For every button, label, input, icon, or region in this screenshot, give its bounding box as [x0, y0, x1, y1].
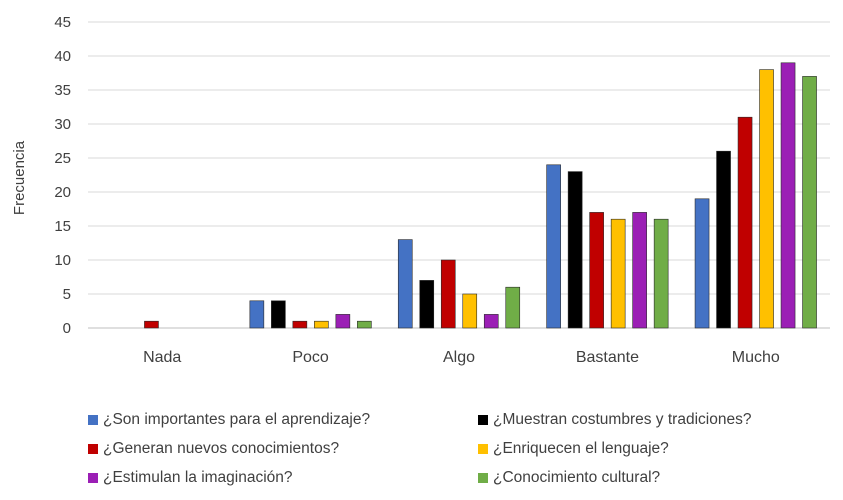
legend-item: ¿Generan nuevos conocimientos?: [88, 439, 478, 459]
legend-label: ¿Enriquecen el lenguaje?: [493, 440, 669, 457]
y-axis-label: Frecuencia: [11, 140, 28, 215]
legend-label: ¿Son importantes para el aprendizaje?: [103, 411, 371, 428]
y-tick-label: 45: [54, 14, 71, 31]
bar: [653, 218, 669, 329]
y-tick-label: 5: [63, 286, 71, 303]
legend-swatch: [478, 415, 488, 425]
x-tick-label: Mucho: [732, 349, 780, 366]
y-tick-label: 0: [63, 320, 71, 337]
bar: [462, 293, 478, 329]
y-axis-ticks: 0 5 10 15 20 25 30 35 40 45: [54, 14, 71, 337]
bar: [271, 300, 286, 329]
x-tick-label: Algo: [443, 349, 475, 366]
legend-label: ¿Muestran costumbres y tradiciones?: [493, 411, 752, 428]
x-tick-label: Bastante: [576, 349, 639, 366]
bar: [780, 62, 796, 329]
gridlines: [88, 21, 830, 329]
bar-chart: 0 5 10 15 20 25 30 35 40 45 Nada Poco Algo Bastante M…: [11, 14, 830, 366]
legend-label: ¿Estimulan la imaginación?: [103, 469, 293, 486]
y-tick-label: 35: [54, 82, 71, 99]
y-tick-label: 10: [54, 252, 71, 269]
bar: [335, 314, 351, 329]
bar: [483, 314, 499, 329]
chart-legend: ¿Son importantes para el aprendizaje? ¿Mu…: [88, 410, 838, 488]
bar: [397, 239, 413, 329]
bar: [357, 320, 372, 329]
bar: [546, 164, 561, 329]
legend-swatch: [88, 473, 98, 483]
y-tick-label: 15: [54, 218, 71, 235]
x-tick-label: Poco: [292, 349, 329, 366]
legend-swatch: [478, 473, 488, 483]
bar: [589, 212, 604, 329]
bar: [632, 212, 647, 329]
y-tick-label: 20: [54, 184, 71, 201]
bar: [314, 320, 329, 329]
legend-swatch: [88, 415, 98, 425]
x-axis-ticks: Nada Poco Algo Bastante Mucho: [143, 349, 780, 366]
legend-item: ¿Muestran costumbres y tradiciones?: [478, 410, 838, 430]
legend-label: ¿Conocimiento cultural?: [493, 469, 661, 486]
bar: [610, 218, 626, 329]
legend-swatch: [88, 444, 98, 454]
y-tick-label: 40: [54, 48, 71, 65]
legend-item: ¿Conocimiento cultural?: [478, 468, 838, 488]
bar: [802, 76, 817, 329]
y-tick-label: 30: [54, 116, 71, 133]
legend-item: ¿Son importantes para el aprendizaje?: [88, 410, 478, 430]
bar: [505, 286, 521, 329]
x-tick-label: Nada: [143, 349, 181, 366]
bar: [759, 69, 774, 329]
bar: [292, 320, 308, 329]
bar: [737, 116, 753, 329]
bar: [249, 300, 265, 329]
bar: [419, 280, 435, 329]
bar: [440, 259, 456, 329]
bar: [716, 150, 731, 329]
y-tick-label: 25: [54, 150, 71, 167]
bar: [144, 320, 159, 329]
bar: [694, 198, 710, 329]
legend-swatch: [478, 444, 488, 454]
legend-item: ¿Estimulan la imaginación?: [88, 468, 478, 488]
bar: [567, 171, 583, 329]
legend-item: ¿Enriquecen el lenguaje?: [478, 439, 838, 459]
legend-label: ¿Generan nuevos conocimientos?: [103, 440, 340, 457]
bars: [144, 62, 817, 329]
